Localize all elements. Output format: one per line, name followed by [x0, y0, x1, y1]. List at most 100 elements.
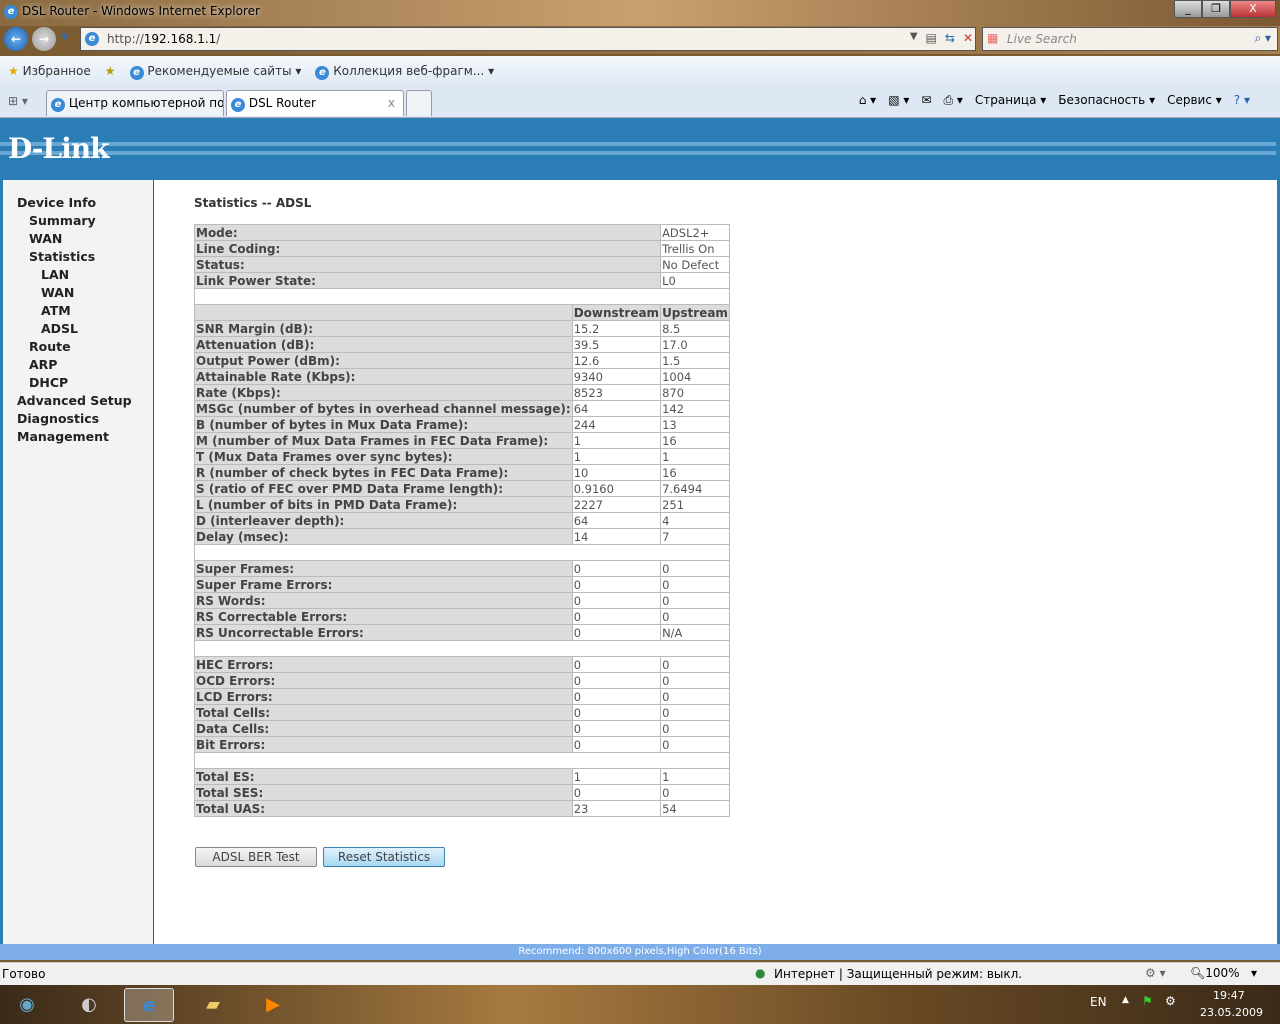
table-row: T (Mux Data Frames over sync bytes): 1 1 — [194, 448, 730, 465]
forward-button[interactable]: → — [32, 27, 56, 51]
upstream-value: 13 — [660, 416, 730, 433]
new-tab-button[interactable] — [406, 90, 432, 116]
downstream-value: 0 — [571, 688, 662, 705]
media-player-icon[interactable]: ▶ — [266, 994, 280, 1015]
ie-taskbar-icon[interactable]: e — [124, 988, 174, 1022]
url-prefix: http:// — [107, 32, 144, 46]
sidebar-nav: Device Info Summary WAN Statistics LAN WAN ATM… — [0, 180, 154, 944]
zoom-value: 100% — [1205, 966, 1240, 980]
tab-close-button[interactable]: x — [387, 96, 395, 110]
row-label: R (number of check bytes in FEC Data Fra… — [194, 464, 573, 481]
sidebar-item-route[interactable]: Route — [29, 339, 71, 354]
ie-icon: e — [51, 98, 65, 112]
page-menu[interactable]: Страница ▾ — [974, 93, 1047, 107]
minimize-button[interactable]: _ — [1174, 0, 1202, 18]
tools-menu[interactable]: Сервис ▾ — [1167, 93, 1222, 107]
row-label: Total SES: — [194, 784, 573, 801]
sidebar-item-summary[interactable]: Summary — [29, 213, 96, 228]
address-dropdown-icon[interactable]: ▼ — [909, 31, 918, 42]
language-indicator[interactable]: EN — [1090, 995, 1107, 1009]
steam-icon[interactable]: ⚙ — [1165, 994, 1176, 1008]
table-row: Super Frames: 0 0 — [194, 560, 730, 577]
quick-tabs-icon[interactable]: ⊞ ▾ — [8, 94, 28, 108]
reset-statistics-button[interactable]: Reset Statistics — [323, 847, 445, 867]
sidebar-item-dhcp[interactable]: DHCP — [29, 375, 69, 390]
show-hidden-icons[interactable]: ▲ — [1122, 995, 1129, 1005]
globe-icon: ● — [755, 966, 766, 980]
row-label: Bit Errors: — [194, 736, 573, 753]
zoom-level[interactable]: 🔍︎100% ▾ — [1190, 966, 1258, 980]
sidebar-item-lan[interactable]: LAN — [41, 267, 70, 282]
sidebar-item-atm[interactable]: ATM — [41, 303, 71, 318]
sidebar-item-management[interactable]: Management — [17, 429, 110, 444]
upstream-value: 0 — [660, 560, 730, 577]
sidebar-item-adsl[interactable]: ADSL — [41, 321, 79, 336]
popup-blocker-icon[interactable]: ⚙ ▾ — [1145, 966, 1166, 980]
table-row: L (number of bits in PMD Data Frame): 222… — [194, 496, 730, 513]
upstream-value: 54 — [660, 800, 730, 817]
search-icon[interactable]: ⌕ ▾ — [1254, 31, 1271, 45]
downstream-value: 14 — [571, 528, 662, 545]
mail-icon[interactable]: ✉ — [921, 93, 932, 107]
downstream-value: 1 — [571, 448, 662, 465]
safety-menu[interactable]: Безопасность ▾ — [1058, 93, 1156, 107]
start-button[interactable]: ◉ — [19, 994, 35, 1015]
sidebar-item-arp[interactable]: ARP — [29, 357, 58, 372]
stop-icon[interactable]: ✕ — [962, 31, 973, 45]
clock-date[interactable]: 23.05.2009 — [1200, 1006, 1263, 1019]
sidebar-item-advanced-setup[interactable]: Advanced Setup — [17, 393, 132, 408]
favorites-item[interactable]: e Рекомендуемые сайты ▾ — [129, 64, 301, 80]
security-zone[interactable]: Интернет | Защищенный режим: выкл. — [774, 967, 1023, 981]
downstream-value: 8523 — [571, 384, 662, 401]
speaker-app-icon[interactable]: ◐ — [81, 994, 97, 1015]
close-button[interactable]: X — [1230, 0, 1276, 18]
sidebar-item-wan[interactable]: WAN — [29, 231, 63, 246]
row-value: L0 — [660, 272, 730, 289]
tab-computer-center[interactable]: e Центр компьютерной по... — [46, 90, 224, 116]
sidebar-item-device-info[interactable]: Device Info — [17, 195, 97, 210]
dlink-logo: D-Link — [8, 132, 110, 165]
print-icon[interactable]: ⎙ ▾ — [943, 93, 963, 107]
upstream-value: 1 — [660, 448, 730, 465]
ie-icon: e — [231, 98, 245, 112]
sidebar-item-statistics[interactable]: Statistics — [29, 249, 96, 264]
table-row: Mode: ADSL2+ — [193, 224, 730, 241]
network-icon[interactable]: ⚑ — [1142, 994, 1153, 1008]
adsl-ber-test-button[interactable]: ADSL BER Test — [195, 847, 317, 867]
downstream-value: 0 — [571, 624, 662, 641]
table-row: Attenuation (dB): 39.5 17.0 — [194, 336, 730, 353]
compatibility-icon[interactable]: ▤ — [925, 31, 937, 45]
downstream-value: 9340 — [571, 368, 662, 385]
favorites-button[interactable]: ★ Избранное — [8, 64, 91, 80]
refresh-icon[interactable]: ⇆ — [944, 31, 955, 45]
clock-time[interactable]: 19:47 — [1213, 989, 1245, 1002]
table-row: LCD Errors: 0 0 — [194, 688, 730, 705]
downstream-value: 0 — [571, 720, 662, 737]
row-label: Link Power State: — [193, 272, 662, 289]
favorites-item[interactable]: e Коллекция веб-фрагм... ▾ — [315, 64, 494, 80]
ie-icon: e — [4, 5, 18, 19]
add-favorite-icon[interactable]: ★ — [104, 64, 116, 78]
address-bar[interactable]: e http://192.168.1.1/ ▼ ▤ ⇆ ✕ — [80, 27, 976, 51]
table-row: M (number of Mux Data Frames in FEC Data… — [194, 432, 730, 449]
history-dropdown-icon[interactable]: ▼ — [61, 32, 69, 43]
search-input[interactable]: ▦ Live Search ⌕ ▾ — [982, 27, 1278, 51]
column-header-upstream: Upstream — [660, 304, 730, 321]
table-row: Total ES: 1 1 — [194, 768, 730, 785]
back-button[interactable]: ← — [4, 27, 28, 51]
help-icon[interactable]: ? ▾ — [1233, 93, 1250, 107]
upstream-value: 1.5 — [660, 352, 730, 369]
table-row: OCD Errors: 0 0 — [194, 672, 730, 689]
table-row: R (number of check bytes in FEC Data Fra… — [194, 464, 730, 481]
sidebar-item-wan[interactable]: WAN — [41, 285, 75, 300]
upstream-value: 0 — [660, 720, 730, 737]
downstream-value: 10 — [571, 464, 662, 481]
explorer-taskbar-icon[interactable]: ▰ — [206, 994, 220, 1015]
restore-button[interactable]: ❐ — [1202, 0, 1230, 18]
tab-dsl-router[interactable]: e DSL Router x — [226, 90, 404, 116]
sidebar-item-diagnostics[interactable]: Diagnostics — [17, 411, 100, 426]
home-icon[interactable]: ⌂ ▾ — [858, 93, 877, 107]
feeds-icon[interactable]: ▧ ▾ — [888, 93, 910, 107]
table-row: Delay (msec): 14 7 — [194, 528, 730, 545]
adsl-statistics-table: Mode: ADSL2+ Line Coding: Trellis On Status:… — [193, 224, 730, 817]
